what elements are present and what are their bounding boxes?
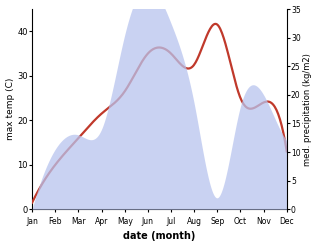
X-axis label: date (month): date (month): [123, 231, 196, 242]
Y-axis label: med. precipitation (kg/m2): med. precipitation (kg/m2): [303, 53, 313, 165]
Y-axis label: max temp (C): max temp (C): [5, 78, 15, 140]
